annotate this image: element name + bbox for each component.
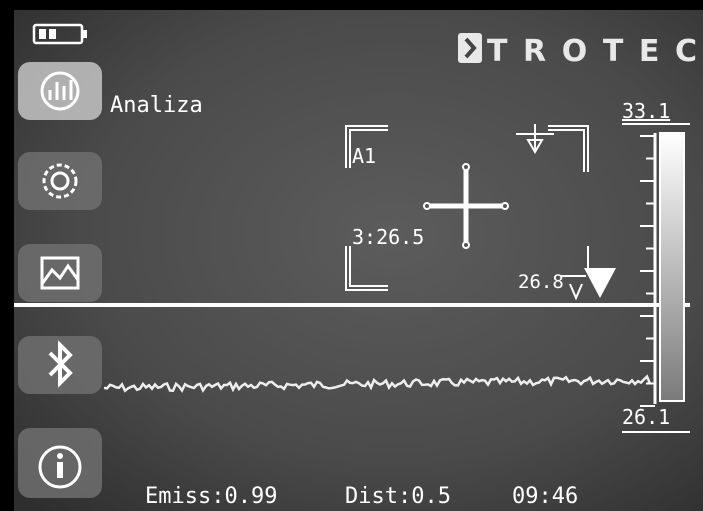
gallery-button[interactable]: [18, 244, 102, 302]
scale-max: 33.1: [622, 99, 670, 123]
emissivity: Emiss:0.99: [145, 484, 277, 509]
clock: 09:46: [512, 484, 578, 509]
distance: Dist:0.5: [345, 484, 451, 509]
spot-value: 26.8: [518, 271, 564, 293]
settings-button[interactable]: [18, 152, 102, 210]
thermal-image: [14, 10, 703, 511]
analysis-button[interactable]: [18, 62, 102, 120]
color-scale: [660, 133, 684, 401]
scale-min: 26.1: [622, 405, 670, 429]
camera-screen: TROTEC Analiza A1 3:26.5: [0, 0, 703, 511]
bluetooth-button[interactable]: [18, 336, 102, 394]
area-label: A1: [352, 144, 376, 168]
area-value: 3:26.5: [352, 225, 424, 249]
info-button[interactable]: [18, 428, 102, 498]
menu-label: Analiza: [110, 93, 203, 118]
